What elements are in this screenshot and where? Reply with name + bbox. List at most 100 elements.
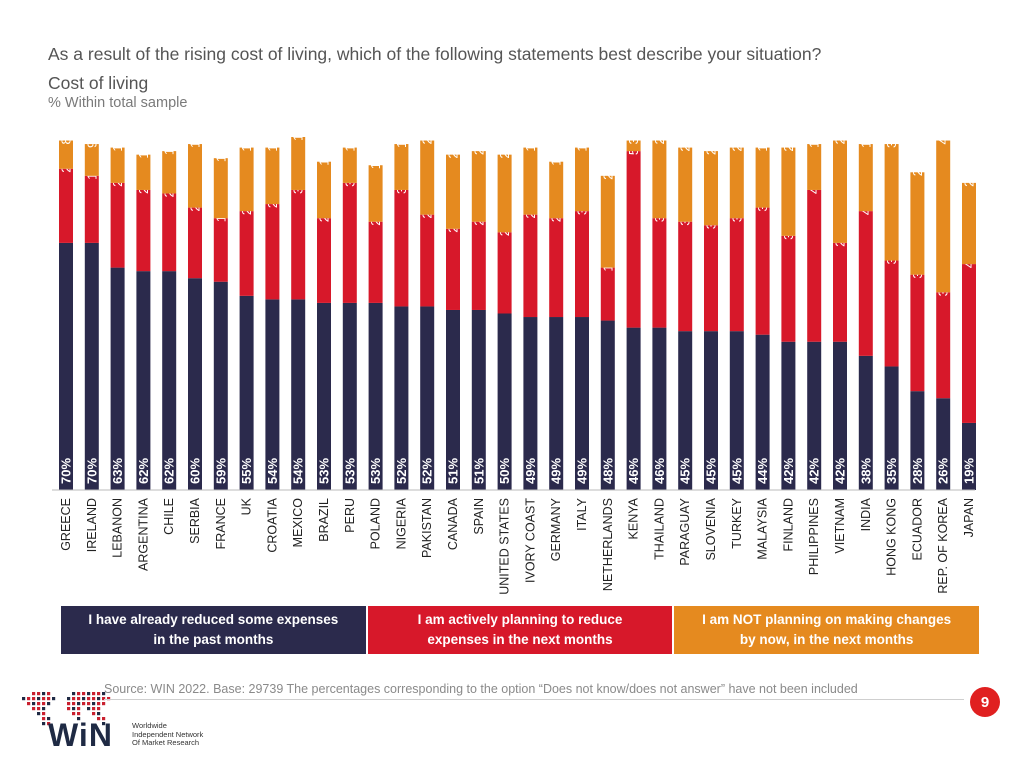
bar-planning-kenya — [626, 151, 641, 328]
bar-planning-ivory-coast — [523, 214, 538, 318]
label-reduced-ecuador: 28% — [910, 458, 925, 484]
category-label-ivory-coast: IVORY COAST — [523, 498, 537, 583]
bar-not-planning-malaysia — [755, 147, 770, 208]
bar-planning-spain — [471, 221, 486, 310]
bar-planning-chile — [162, 193, 177, 272]
bar-reduced-philippines — [807, 341, 822, 490]
category-label-argentina: ARGENTINA — [136, 497, 150, 571]
bar-not-planning-mexico — [291, 137, 306, 190]
label-not-planning-brazil: 16% — [317, 139, 332, 165]
bar-reduced-greece — [59, 242, 73, 490]
bar-reduced-croatia — [265, 299, 280, 490]
bar-not-planning-kenya — [626, 140, 641, 152]
label-reduced-brazil: 53% — [317, 458, 332, 484]
label-reduced-turkey: 45% — [729, 458, 744, 484]
label-reduced-rep-of-korea: 26% — [936, 458, 951, 484]
stacked-bar-chart: 70%21%8%GREECE70%19%9%IRELAND63%24%10%LE… — [52, 118, 977, 595]
bar-not-planning-spain — [471, 151, 486, 222]
bar-reduced-netherlands — [600, 320, 615, 490]
label-not-planning-slovenia: 21% — [704, 129, 719, 155]
label-not-planning-japan: 23% — [962, 160, 977, 186]
bar-reduced-ecuador — [910, 391, 925, 490]
label-not-planning-malaysia: 17% — [755, 125, 770, 151]
category-label-japan: JAPAN — [962, 498, 976, 537]
label-reduced-uk: 55% — [239, 458, 254, 484]
bar-not-planning-serbia — [188, 144, 202, 208]
bar-planning-germany — [549, 218, 564, 318]
label-reduced-france: 59% — [213, 458, 228, 484]
bar-planning-vietnam — [833, 242, 847, 342]
bar-planning-malaysia — [755, 207, 770, 335]
label-reduced-malaysia: 44% — [755, 458, 770, 484]
label-reduced-canada: 51% — [446, 458, 461, 484]
label-not-planning-finland: 25% — [781, 125, 796, 151]
category-label-thailand: THAILAND — [652, 498, 666, 560]
bar-reduced-spain — [471, 309, 486, 490]
source-disclaimer: The percentages corresponding to the opt… — [283, 682, 858, 696]
label-not-planning-germany: 16% — [549, 139, 564, 165]
legend: I have already reduced some expenses in … — [60, 605, 981, 655]
category-label-malaysia: MALAYSIA — [756, 497, 770, 559]
bar-reduced-france — [213, 281, 228, 490]
bar-planning-india — [858, 211, 873, 356]
label-not-planning-peru: 10% — [342, 125, 357, 151]
label-not-planning-nigeria: 13% — [394, 122, 409, 148]
bar-reduced-italy — [575, 317, 589, 490]
label-not-planning-spain: 20% — [471, 129, 486, 155]
label-not-planning-pakistan: 21% — [420, 118, 435, 144]
bar-not-planning-brazil — [317, 161, 331, 219]
label-reduced-ivory-coast: 49% — [523, 458, 538, 484]
label-not-planning-ireland: 9% — [84, 129, 99, 148]
bar-not-planning-rep-of-korea — [936, 140, 951, 293]
bar-reduced-finland — [781, 341, 796, 490]
category-label-turkey: TURKEY — [730, 497, 744, 548]
category-label-italy: ITALY — [575, 497, 589, 531]
bar-planning-nigeria — [394, 189, 409, 307]
category-label-serbia: SERBIA — [188, 497, 202, 544]
label-not-planning-france: 17% — [213, 136, 228, 162]
bar-planning-finland — [781, 235, 796, 342]
bar-planning-pakistan — [420, 214, 435, 307]
bar-not-planning-turkey — [729, 147, 744, 219]
category-label-paraguay: PARAGUAY — [678, 497, 692, 565]
label-not-planning-lebanon: 10% — [110, 125, 125, 151]
bar-not-planning-finland — [781, 147, 796, 236]
bar-reduced-japan — [962, 422, 976, 490]
source-note: Source: WIN 2022. Base: 29739 The percen… — [104, 682, 964, 700]
label-reduced-japan: 19% — [962, 458, 977, 484]
label-reduced-poland: 53% — [368, 458, 383, 484]
bar-not-planning-argentina — [136, 154, 151, 190]
bar-not-planning-ivory-coast — [523, 147, 538, 215]
source-text: Source: WIN 2022. Base: 29739 — [104, 682, 284, 696]
label-not-planning-uk: 18% — [239, 125, 254, 151]
category-label-slovenia: SLOVENIA — [704, 497, 718, 560]
bar-not-planning-ireland — [84, 144, 99, 176]
bar-not-planning-thailand — [652, 140, 667, 219]
label-not-planning-argentina: 10% — [136, 132, 151, 158]
label-not-planning-india: 19% — [858, 122, 873, 148]
label-not-planning-kenya: 3% — [626, 125, 641, 144]
category-label-hong-kong: HONG KONG — [885, 498, 899, 576]
bar-not-planning-vietnam — [833, 140, 847, 243]
category-label-mexico: MEXICO — [291, 498, 305, 548]
bar-not-planning-greece — [59, 140, 73, 169]
label-reduced-paraguay: 45% — [678, 458, 693, 484]
chart-subject: Cost of living — [48, 73, 149, 93]
bar-planning-slovenia — [704, 225, 718, 332]
category-label-lebanon: LEBANON — [111, 498, 125, 558]
label-not-planning-rep-of-korea: 43% — [936, 118, 951, 144]
label-reduced-lebanon: 63% — [110, 458, 125, 484]
bar-reduced-serbia — [188, 278, 202, 490]
bar-planning-ecuador — [910, 274, 925, 392]
category-label-united-states: UNITED STATES — [498, 498, 512, 595]
category-label-rep-of-korea: REP. OF KOREA — [936, 497, 950, 593]
bar-planning-ireland — [84, 175, 99, 243]
label-not-planning-serbia: 18% — [188, 122, 203, 148]
category-label-vietnam: VIETNAM — [833, 498, 847, 554]
bar-reduced-canada — [446, 309, 460, 490]
category-label-nigeria: NIGERIA — [394, 497, 408, 549]
bar-reduced-chile — [162, 271, 177, 490]
label-reduced-united-states: 50% — [497, 458, 512, 484]
logo-subtitle: Worldwide Independent Network Of Market … — [132, 721, 204, 747]
category-label-france: FRANCE — [214, 498, 228, 549]
